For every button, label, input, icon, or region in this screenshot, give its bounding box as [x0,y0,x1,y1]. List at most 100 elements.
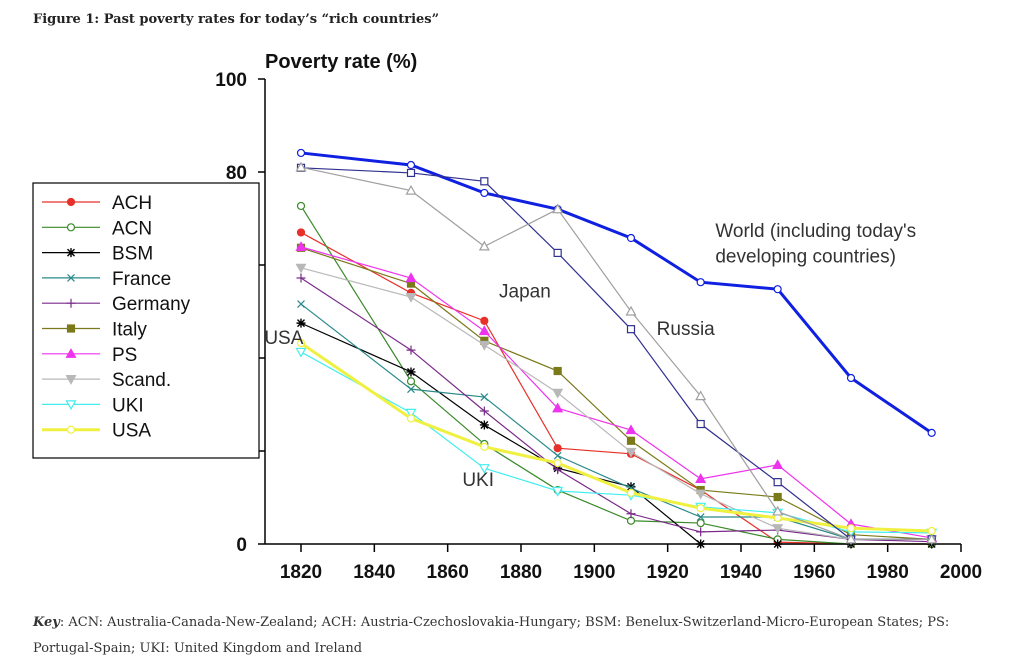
data-point [626,509,636,519]
legend-item: USA [42,421,151,442]
legend-label: Scand. [112,370,171,391]
legend-label: UKI [112,395,144,416]
series-line [300,341,932,533]
data-point [480,177,489,186]
legend-label: ACH [112,193,152,214]
data-point [553,451,562,460]
legend-item: PS [42,345,137,366]
data-point [66,324,76,333]
annotation: USA [264,328,303,349]
series-germany [296,273,937,547]
data-point [772,459,784,470]
data-point [66,298,76,308]
x-tick-label: 1980 [867,562,909,583]
series-usa [296,339,936,536]
data-point [480,316,489,325]
data-point [695,390,707,401]
legend-item: ACH [42,193,152,214]
data-point [480,188,489,198]
data-point [478,240,490,251]
data-point [479,406,489,416]
data-point [295,347,307,358]
data-point [553,458,562,468]
data-point [295,263,307,274]
x-tick-label: 1840 [353,562,395,583]
data-point [625,305,637,316]
annotation: developing countries) [715,247,896,268]
legend-label: USA [112,421,151,442]
data-point [845,533,857,544]
data-point [626,488,636,497]
data-point [406,377,416,386]
data-point [696,419,705,429]
data-point [480,393,489,401]
data-point [296,201,306,211]
data-point [553,248,562,258]
data-point [773,492,782,502]
data-point [480,442,489,451]
annotation: Japan [499,282,551,303]
data-point [406,345,416,355]
data-point [297,300,305,308]
series-line [300,351,932,534]
data-point [772,505,784,516]
data-point [406,414,416,423]
legend-item: Italy [42,320,147,341]
data-point [66,197,76,207]
y-axis-label: Poverty rate (%) [265,51,417,73]
series-italy [296,243,936,544]
data-point [66,223,76,232]
data-point [552,388,564,399]
data-point [846,524,856,533]
legend-item: Scand. [42,370,171,391]
data-point [296,148,306,158]
data-point [625,447,637,458]
legend-item: BSM [42,244,153,265]
series-ach [296,228,936,549]
legend-label: BSM [112,244,153,265]
key-note: Key: ACN: Australia-Canada-New-Zealand; … [33,610,993,662]
x-tick-label: 1920 [647,562,689,583]
data-point [296,318,306,328]
data-point [405,184,417,195]
x-tick-label: 1940 [720,562,762,583]
y-tick-label: 80 [226,163,247,184]
y-tick-label: 0 [236,535,247,556]
x-tick-label: 1880 [500,562,542,583]
legend-label: Italy [112,320,147,341]
y-tick-label: 100 [215,70,247,91]
data-point [625,424,637,435]
series-ps [295,241,938,543]
data-point [927,428,936,437]
data-point [552,402,564,413]
legend-item: Germany [42,294,191,315]
data-point [405,292,417,303]
data-point [552,486,564,497]
data-point [406,367,416,377]
x-tick-label: 1860 [427,562,469,583]
series-line [300,277,932,543]
data-point [695,489,707,500]
data-point [553,366,562,376]
data-point [773,478,782,487]
legend-label: PS [112,345,137,366]
data-point [478,340,490,351]
data-point [406,168,416,178]
data-point [65,348,77,358]
data-point [773,285,782,294]
series-russia [295,161,938,544]
data-point [926,533,938,544]
data-point [626,516,636,525]
data-point [696,278,705,287]
data-point [405,272,417,283]
x-tick-label: 2000 [940,562,982,583]
figure-title: Figure 1: Past poverty rates for today’s… [33,12,440,27]
annotation: UKI [462,470,494,491]
data-point [696,513,705,521]
poverty-chart: 0204060801001820184018601880190019201940… [32,51,982,583]
x-tick-label: 1900 [573,562,615,583]
series-uki [295,347,938,539]
legend-item: ACN [42,218,152,239]
data-point [846,373,856,383]
key-label: Key [33,615,60,630]
